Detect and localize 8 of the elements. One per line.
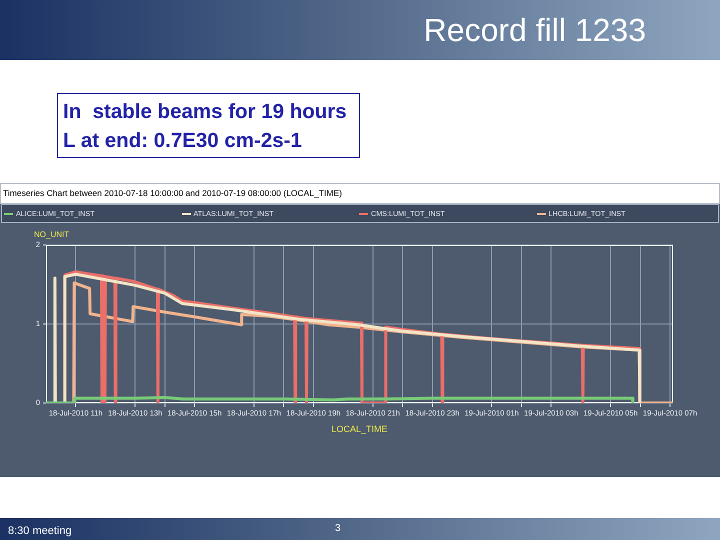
x-axis-title: LOCAL_TIME [331, 424, 388, 434]
chart-title: Record fill 1233 [424, 11, 646, 50]
text: 8:30 meeting [8, 524, 72, 538]
text: 3 [335, 522, 341, 536]
y-axis-title: NO_UNIT [34, 230, 70, 240]
chart-subtitle: Timeseries Chart between 2010-07-18 10:00:00 and 2010-07-19 08:00:00 (LOCAL_TIME) [3, 187, 342, 199]
text: L at end: 0.7E30 cm-2s-1 [63, 128, 302, 154]
text: In stable beams for 19 hours [63, 99, 347, 125]
